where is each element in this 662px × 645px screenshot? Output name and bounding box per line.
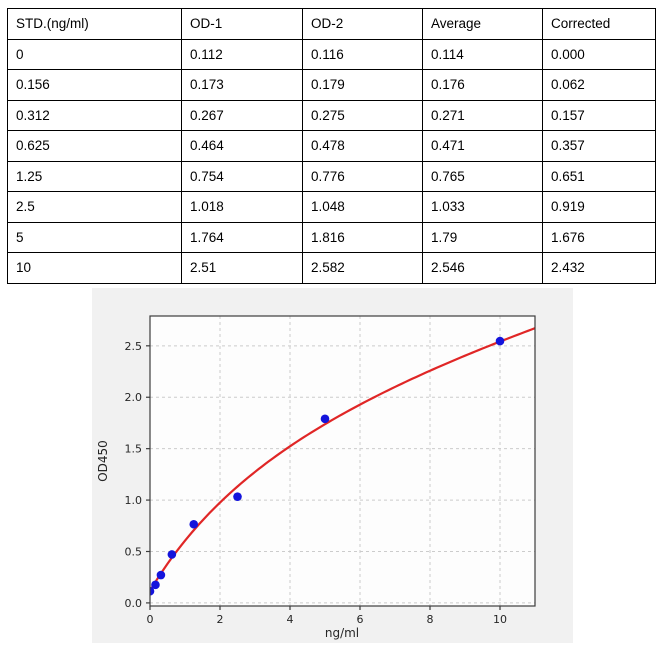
table-row: 10 2.51 2.582 2.546 2.432 [7, 252, 656, 284]
table-row: 0.312 0.267 0.275 0.271 0.157 [7, 99, 656, 131]
table-cell: 1.816 [302, 221, 423, 253]
standards-table: STD.(ng/ml) OD-1 OD-2 Average Corrected 0 0.1… [7, 8, 656, 284]
table-cell: 5 [7, 221, 182, 253]
y-tick-label: 2.5 [125, 340, 143, 353]
table-cell: 0.173 [181, 69, 303, 101]
data-point [167, 550, 177, 559]
y-tick-label: 1.0 [125, 494, 143, 507]
table-cell: 0.271 [422, 99, 543, 131]
table-cell: 0.000 [542, 38, 656, 70]
table-cell: 0.179 [302, 69, 423, 101]
fit-curve-line [150, 327, 535, 592]
table-row: 2.5 1.018 1.048 1.033 0.919 [7, 191, 656, 223]
y-tick-label: 0.5 [125, 545, 143, 558]
table-cell: 1.764 [181, 221, 303, 253]
table-cell: 0 [7, 38, 182, 70]
x-tick-label: 0 [147, 613, 154, 626]
x-tick-label: 4 [287, 613, 294, 626]
column-header: OD-2 [302, 8, 423, 40]
table-cell: 0.357 [542, 130, 656, 162]
table-cell: 0.478 [302, 130, 423, 162]
table-cell: 0.651 [542, 160, 656, 192]
table-cell: 0.157 [542, 99, 656, 131]
plot-frame [149, 315, 536, 607]
table-cell: 0.312 [7, 99, 182, 131]
table-cell: 1.033 [422, 191, 543, 223]
column-header: Corrected [542, 8, 656, 40]
y-axis-label: OD450 [96, 440, 110, 482]
table-cell: 1.048 [302, 191, 423, 223]
table-row: 1.25 0.754 0.776 0.765 0.651 [7, 160, 656, 192]
table-cell: 2.432 [542, 252, 656, 284]
y-tick-label: 1.5 [125, 443, 143, 456]
table-cell: 0.114 [422, 38, 543, 70]
table-row: 0.156 0.173 0.179 0.176 0.062 [7, 69, 656, 101]
column-header: OD-1 [181, 8, 303, 40]
table-cell: 2.546 [422, 252, 543, 284]
table-cell: 0.156 [7, 69, 182, 101]
table-cell: 0.776 [302, 160, 423, 192]
table-cell: 0.765 [422, 160, 543, 192]
data-point [189, 519, 199, 529]
data-point [150, 586, 155, 596]
x-axis-label: ng/ml [325, 626, 359, 640]
table-cell: 0.464 [181, 130, 303, 162]
table-cell: 0.267 [181, 99, 303, 131]
table-row: 5 1.764 1.816 1.79 1.676 [7, 221, 656, 253]
table-cell: 1.018 [181, 191, 303, 223]
table-row: 0.625 0.464 0.478 0.471 0.357 [7, 130, 656, 162]
x-tick-label: 6 [357, 613, 364, 626]
table-cell: 0.754 [181, 160, 303, 192]
x-tick-label: 2 [217, 613, 224, 626]
axis-ticks [146, 345, 501, 610]
table-cell: 2.5 [7, 191, 182, 223]
standard-curve-chart: 0 2 4 6 8 10 0.0 0.5 1.0 1.5 2.0 2.5 ng/ml OD450 [92, 288, 573, 643]
data-point [156, 570, 166, 580]
column-header: STD.(ng/ml) [7, 8, 182, 40]
table-row: 0 0.112 0.116 0.114 0.000 [7, 38, 656, 70]
data-point [151, 580, 160, 590]
table-cell: 1.25 [7, 160, 182, 192]
table-cell: 1.676 [542, 221, 656, 253]
table-cell: 0.116 [302, 38, 423, 70]
column-header: Average [422, 8, 543, 40]
table-cell: 0.625 [7, 130, 182, 162]
data-points [150, 336, 505, 596]
table-cell: 0.275 [302, 99, 423, 131]
y-tick-label: 0.0 [125, 597, 143, 610]
table-cell: 0.112 [181, 38, 303, 70]
data-point [495, 336, 505, 346]
table-cell: 0.919 [542, 191, 656, 223]
data-point [320, 414, 330, 424]
table-cell: 10 [7, 252, 182, 284]
standard-curve-plot: 0 2 4 6 8 10 0.0 0.5 1.0 1.5 2.0 2.5 ng/ml OD450 [96, 315, 536, 640]
table-cell: 0.062 [542, 69, 656, 101]
y-tick-label: 2.0 [125, 391, 143, 404]
table-cell: 2.51 [181, 252, 303, 284]
table-cell: 0.176 [422, 69, 543, 101]
table-cell: 2.582 [302, 252, 423, 284]
table-cell: 0.471 [422, 130, 543, 162]
x-tick-label: 8 [427, 613, 434, 626]
x-tick-label: 10 [493, 613, 507, 626]
tick-labels: 0 2 4 6 8 10 0.0 0.5 1.0 1.5 2.0 2.5 [125, 340, 508, 626]
table-header-row: STD.(ng/ml) OD-1 OD-2 Average Corrected [7, 8, 656, 40]
data-point [233, 492, 242, 501]
table-cell: 1.79 [422, 221, 543, 253]
plot-background [150, 316, 535, 606]
